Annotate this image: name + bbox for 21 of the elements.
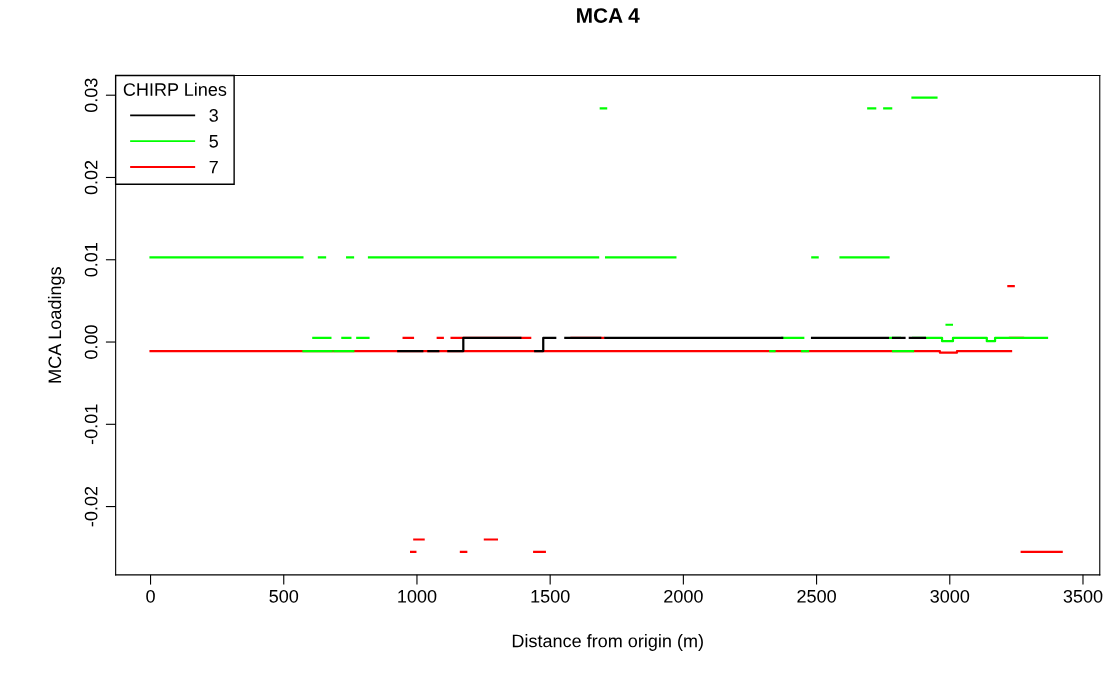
y-tick-label: -0.01: [84, 404, 98, 445]
x-tick-label: 1500: [531, 589, 570, 603]
legend-label: 7: [209, 160, 218, 174]
y-axis-title: MCA Loadings: [47, 267, 65, 383]
x-tick-label: 2000: [664, 589, 703, 603]
x-tick-label: 2500: [797, 589, 836, 603]
y-tick-label: 0.02: [84, 160, 98, 195]
legend-title: CHIRP Lines: [123, 82, 227, 96]
x-tick-label: 500: [269, 589, 299, 603]
x-tick-label: 3500: [1063, 589, 1103, 603]
y-tick-label: -0.02: [84, 486, 98, 527]
x-tick-label: 1000: [398, 589, 437, 603]
x-axis-title: Distance from origin (m): [512, 634, 703, 651]
y-tick-label: 0.00: [84, 325, 98, 359]
legend-label: 5: [209, 135, 218, 148]
chart-title: MCA 4: [577, 8, 640, 23]
y-tick-label: 0.01: [84, 243, 98, 277]
y-tick-label: 0.03: [84, 78, 98, 113]
x-tick-label: 3000: [930, 589, 970, 603]
legend-label: 3: [209, 109, 218, 122]
x-tick-label: 0: [146, 589, 155, 603]
